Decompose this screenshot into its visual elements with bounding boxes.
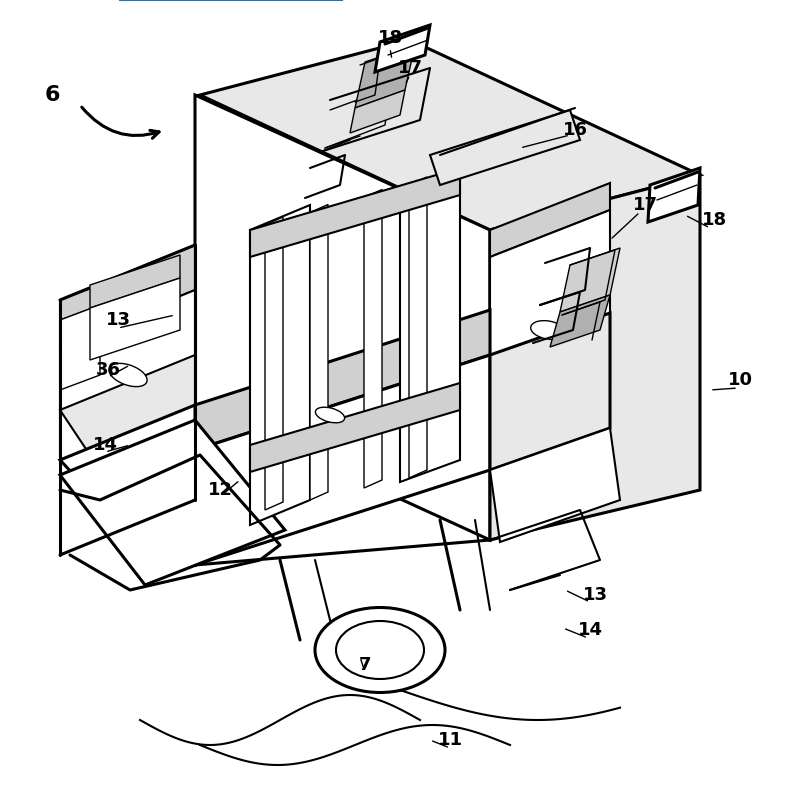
Polygon shape xyxy=(490,313,610,470)
Text: 14: 14 xyxy=(93,436,118,454)
Polygon shape xyxy=(195,95,490,540)
Ellipse shape xyxy=(315,407,345,423)
Polygon shape xyxy=(430,110,580,185)
Polygon shape xyxy=(200,40,700,230)
Polygon shape xyxy=(490,210,610,432)
Polygon shape xyxy=(355,45,415,108)
Ellipse shape xyxy=(530,320,566,339)
Polygon shape xyxy=(250,205,310,525)
Text: 7: 7 xyxy=(358,656,371,674)
Polygon shape xyxy=(60,285,100,320)
Polygon shape xyxy=(490,175,700,540)
Polygon shape xyxy=(310,205,328,500)
Ellipse shape xyxy=(109,364,147,386)
Polygon shape xyxy=(375,25,430,72)
Text: 14: 14 xyxy=(578,621,602,639)
Polygon shape xyxy=(364,190,382,488)
Polygon shape xyxy=(409,177,427,478)
Ellipse shape xyxy=(315,608,445,693)
Polygon shape xyxy=(90,255,180,308)
Text: 12: 12 xyxy=(207,481,233,499)
Polygon shape xyxy=(60,355,195,455)
Text: 18: 18 xyxy=(378,29,402,47)
Polygon shape xyxy=(60,245,195,345)
Text: 36: 36 xyxy=(95,361,121,379)
Text: 10: 10 xyxy=(727,371,753,389)
Polygon shape xyxy=(90,278,180,360)
Polygon shape xyxy=(490,428,620,542)
Polygon shape xyxy=(400,168,460,482)
Text: 6: 6 xyxy=(44,85,60,105)
Polygon shape xyxy=(60,290,195,460)
Polygon shape xyxy=(60,305,100,390)
Polygon shape xyxy=(250,383,460,472)
Polygon shape xyxy=(490,183,610,257)
Ellipse shape xyxy=(336,621,424,679)
Polygon shape xyxy=(195,355,490,565)
Text: 17: 17 xyxy=(398,59,422,77)
Polygon shape xyxy=(265,217,283,510)
Polygon shape xyxy=(550,295,610,347)
Text: 16: 16 xyxy=(562,121,587,139)
Polygon shape xyxy=(648,168,700,222)
Polygon shape xyxy=(250,168,460,257)
Text: 18: 18 xyxy=(702,211,727,229)
Text: 13: 13 xyxy=(582,586,607,604)
Polygon shape xyxy=(195,310,490,450)
Polygon shape xyxy=(350,90,405,133)
Text: 17: 17 xyxy=(633,196,658,214)
Polygon shape xyxy=(490,385,610,462)
Polygon shape xyxy=(60,405,265,535)
Polygon shape xyxy=(560,248,620,312)
Polygon shape xyxy=(60,420,285,585)
Text: 13: 13 xyxy=(106,311,130,329)
Text: 11: 11 xyxy=(438,731,462,749)
